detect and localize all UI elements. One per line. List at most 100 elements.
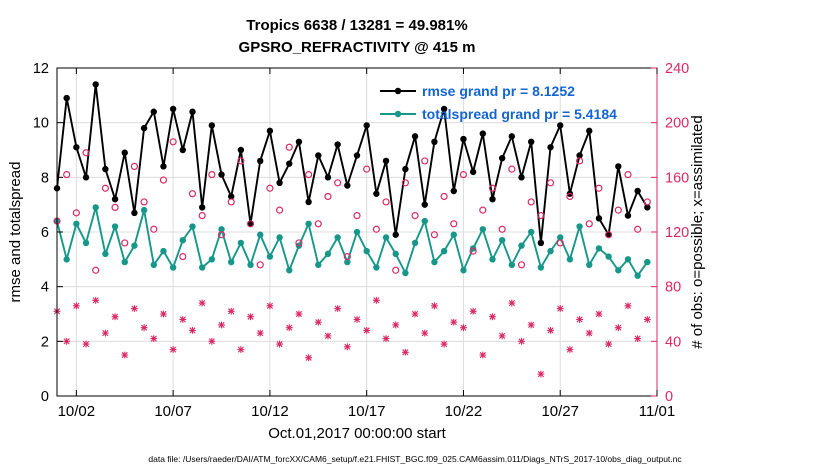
marker-filled-circle [121,258,128,266]
y-tick-label-left: 12 [33,61,49,77]
marker-filled-circle [305,220,312,227]
marker-asterisk [411,310,419,318]
marker-filled-circle [102,165,109,173]
marker-asterisk [247,313,254,321]
marker-asterisk [392,321,400,329]
marker-asterisk [489,313,496,321]
marker-asterisk [634,335,642,342]
marker-asterisk [431,302,438,310]
marker-open-circle [595,184,603,192]
marker-filled-circle [537,239,545,247]
marker-open-circle [585,220,593,228]
marker-asterisk [131,305,138,312]
marker-open-circle [488,184,497,192]
marker-filled-circle [615,267,622,274]
marker-filled-circle [479,130,487,137]
marker-asterisk [121,351,129,359]
marker-open-circle [237,157,245,165]
marker-open-circle [459,171,468,179]
marker-filled-circle [63,94,70,102]
marker-asterisk [140,324,148,332]
marker-asterisk [198,299,206,307]
marker-asterisk [440,340,448,348]
marker-open-circle [159,176,168,184]
x-tick-label: 10/17 [348,403,386,420]
marker-filled-circle [73,220,80,227]
marker-filled-circle [392,231,399,238]
marker-filled-circle [489,256,496,263]
marker-filled-circle [431,138,438,145]
chart-title-line1: Tropics 6638 / 13281 = 49.981% [246,17,467,34]
y-tick-label-right: 80 [665,280,681,296]
marker-filled-circle [111,196,119,203]
marker-filled-circle [605,231,612,238]
marker-asterisk [585,329,593,337]
marker-open-circle [140,198,148,206]
marker-filled-circle [644,204,651,211]
legend-label-rmse: rmse grand pr = 8.1252 [422,83,575,99]
marker-open-circle [382,198,390,206]
marker-filled-circle [634,272,641,279]
marker-filled-circle [498,155,506,162]
marker-filled-circle [624,212,632,219]
marker-open-circle [130,162,139,170]
marker-asterisk [72,302,80,310]
marker-filled-circle [557,122,564,129]
marker-filled-circle [421,217,428,225]
marker-open-circle [411,212,419,220]
marker-open-circle [469,247,477,255]
marker-open-circle [566,192,574,201]
marker-filled-circle [373,190,380,197]
marker-asterisk [372,296,380,304]
marker-asterisk [63,337,71,345]
marker-open-circle [624,171,632,179]
marker-asterisk [334,305,342,312]
marker-filled-circle [276,179,283,186]
y-tick-label-left: 10 [33,116,49,132]
marker-filled-circle [305,198,312,206]
marker-filled-circle [160,163,167,170]
marker-asterisk [150,335,158,342]
marker-asterisk [566,346,574,353]
marker-open-circle [546,179,555,187]
marker-asterisk [218,321,225,329]
marker-asterisk [518,337,525,345]
marker-open-circle [295,239,303,247]
marker-filled-circle [92,204,99,211]
marker-asterisk [237,346,245,353]
marker-filled-circle [198,204,206,211]
y-axis-label-right: # of obs: o=possible; x=assimilated [689,115,706,348]
marker-asterisk [508,299,516,307]
marker-filled-circle [450,231,457,238]
marker-open-circle [440,192,448,201]
marker-filled-circle [315,152,322,159]
marker-filled-circle [595,245,603,252]
marker-filled-circle [227,258,235,266]
marker-asterisk [111,313,119,321]
marker-filled-circle [498,237,506,244]
marker-open-circle [392,266,400,274]
marker-filled-circle [286,160,293,167]
y-tick-label-left: 0 [41,389,49,405]
marker-filled-circle [218,226,225,233]
marker-filled-circle [189,108,196,115]
marker-open-circle [334,179,342,187]
marker-asterisk [382,335,390,342]
marker-open-circle [324,192,332,201]
marker-filled-circle [382,157,390,165]
marker-open-circle [63,171,71,179]
marker-asterisk [82,340,90,348]
marker-filled-circle [469,168,477,176]
marker-filled-circle [644,258,651,266]
marker-asterisk [160,310,167,318]
marker-open-circle [217,231,226,239]
marker-open-circle [246,220,255,228]
series-possible [53,138,651,274]
series-line-totalspread [56,207,649,278]
legend: rmse grand pr = 8.1252 totalspread grand … [380,83,617,122]
marker-open-circle [556,239,564,247]
marker-filled-circle [402,165,409,173]
marker-filled-circle [63,256,70,263]
marker-filled-circle [527,138,535,145]
